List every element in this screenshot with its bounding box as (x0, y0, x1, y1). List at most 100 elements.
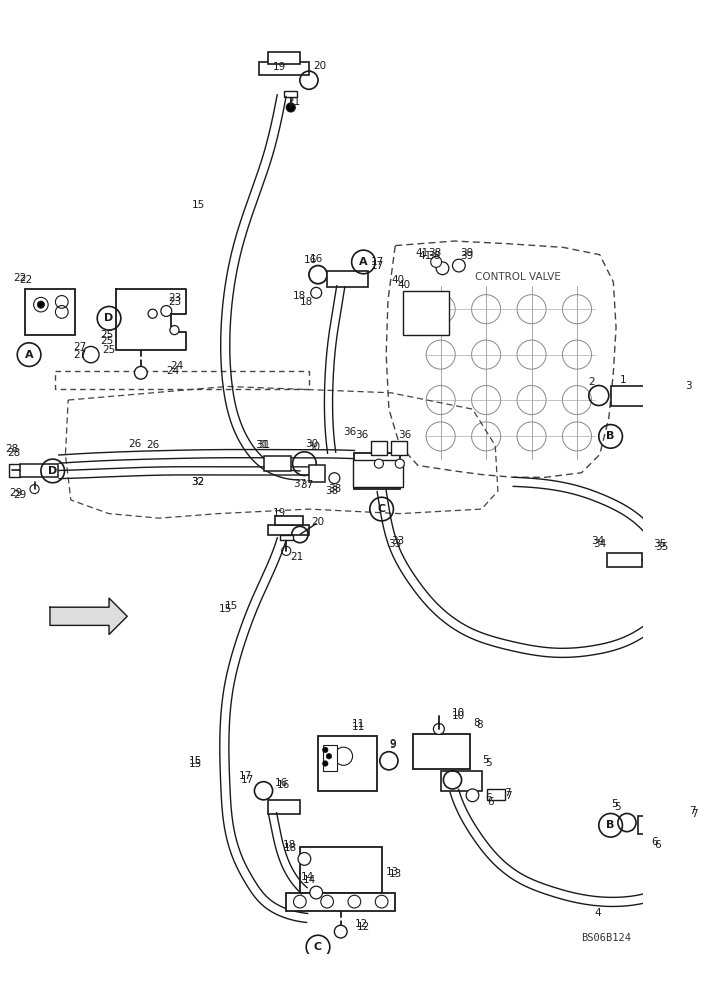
Text: 25: 25 (101, 330, 114, 340)
Text: 19: 19 (273, 508, 287, 518)
Text: 39: 39 (460, 248, 474, 258)
Circle shape (375, 459, 384, 468)
Text: 33: 33 (389, 539, 402, 549)
Bar (20, 464, 58, 477)
Text: 29: 29 (10, 488, 23, 498)
Text: 31: 31 (257, 440, 270, 450)
Bar (268, 800, 300, 814)
Circle shape (286, 103, 295, 112)
Bar (286, 893, 395, 911)
Text: 34: 34 (593, 539, 606, 549)
Text: 8: 8 (476, 720, 483, 730)
Text: 20: 20 (313, 61, 326, 71)
Text: 6: 6 (487, 797, 494, 807)
Text: 5: 5 (486, 758, 492, 768)
Text: B: B (607, 820, 615, 830)
Circle shape (650, 832, 663, 844)
Text: 27: 27 (74, 350, 86, 360)
Text: 28: 28 (5, 444, 18, 454)
Text: 5: 5 (615, 802, 621, 812)
Text: 12: 12 (357, 922, 370, 932)
Bar (407, 296, 445, 330)
Bar (263, 456, 291, 471)
Text: 27: 27 (74, 342, 86, 352)
Bar (318, 736, 377, 791)
Circle shape (310, 886, 323, 899)
Text: 40: 40 (392, 275, 404, 285)
Text: 35: 35 (653, 539, 666, 549)
Text: 15: 15 (189, 759, 202, 769)
Text: A: A (359, 257, 367, 267)
Text: 12: 12 (355, 919, 368, 929)
Bar (280, 535, 292, 540)
Text: 33: 33 (392, 536, 404, 546)
Text: 41: 41 (418, 251, 432, 261)
Text: 15: 15 (191, 200, 205, 210)
Text: 26: 26 (146, 440, 159, 450)
Circle shape (323, 747, 328, 753)
Bar (371, 441, 387, 455)
Text: 7: 7 (506, 791, 512, 801)
Text: 24: 24 (166, 366, 179, 376)
Circle shape (430, 256, 442, 267)
Text: 18: 18 (299, 297, 313, 307)
Text: 9: 9 (389, 739, 396, 749)
Text: 15: 15 (189, 756, 202, 766)
Text: 22: 22 (13, 273, 27, 283)
Text: 10: 10 (452, 711, 465, 721)
Text: D: D (104, 313, 114, 323)
Bar (404, 291, 449, 335)
Text: 25: 25 (101, 336, 114, 346)
Bar (259, 62, 309, 75)
Circle shape (433, 724, 445, 734)
Bar (607, 553, 641, 567)
Text: 23: 23 (168, 297, 181, 307)
Text: 30: 30 (307, 442, 320, 452)
Text: 21: 21 (287, 97, 300, 107)
Text: 38: 38 (325, 486, 338, 496)
Text: 1: 1 (620, 375, 627, 385)
Text: 28: 28 (7, 448, 21, 458)
Bar (670, 820, 690, 831)
Text: 29: 29 (13, 490, 27, 500)
Circle shape (148, 309, 157, 318)
Text: 38: 38 (328, 484, 341, 494)
Text: 6: 6 (651, 837, 658, 847)
Text: 34: 34 (591, 536, 605, 546)
Text: 11: 11 (353, 722, 365, 732)
Text: BS06B124: BS06B124 (581, 933, 632, 943)
Text: 18: 18 (282, 840, 295, 850)
Text: 15: 15 (219, 604, 232, 614)
Bar (309, 465, 325, 482)
Bar (300, 847, 382, 893)
Text: 11: 11 (353, 719, 365, 729)
Polygon shape (50, 598, 127, 634)
Circle shape (395, 459, 404, 468)
Bar (327, 271, 368, 287)
Text: 25: 25 (103, 345, 115, 355)
Bar (268, 525, 309, 535)
Text: 3: 3 (685, 381, 692, 391)
Circle shape (311, 287, 321, 298)
Bar (487, 789, 506, 800)
Bar (25, 289, 76, 335)
Circle shape (452, 259, 465, 272)
Text: 16: 16 (275, 778, 288, 788)
Text: 16: 16 (277, 780, 290, 790)
Text: 40: 40 (398, 280, 411, 290)
Text: 4: 4 (595, 908, 601, 918)
Bar (285, 91, 297, 97)
Text: 38: 38 (427, 251, 440, 261)
Text: 37: 37 (293, 479, 307, 489)
Text: C: C (377, 504, 386, 514)
Text: 20: 20 (312, 517, 324, 527)
Text: 6: 6 (654, 840, 661, 850)
Bar (413, 734, 470, 769)
Text: A: A (25, 350, 33, 360)
Text: 19: 19 (273, 62, 287, 72)
Text: 16: 16 (309, 254, 323, 264)
Circle shape (298, 853, 311, 865)
Circle shape (436, 262, 449, 275)
Text: 32: 32 (191, 477, 205, 487)
Bar (391, 441, 407, 455)
